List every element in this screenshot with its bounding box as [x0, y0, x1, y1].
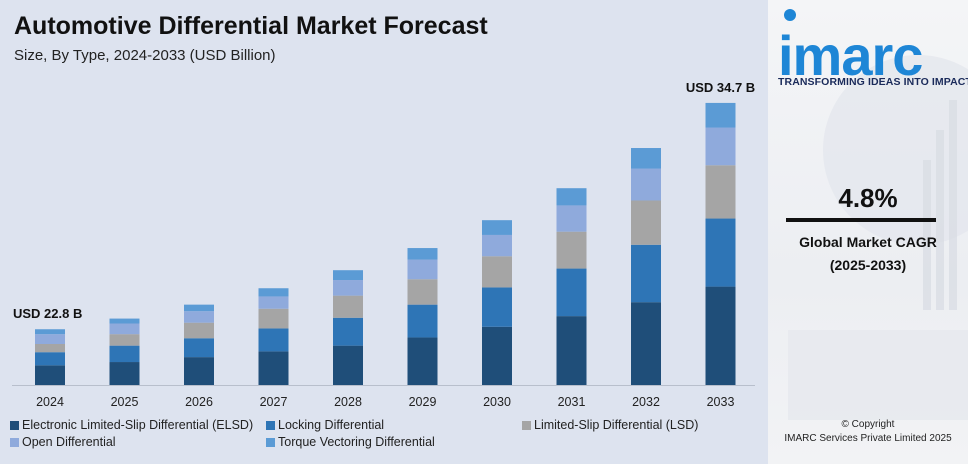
bar-segment — [35, 334, 65, 344]
bar-segment — [705, 102, 736, 128]
background-deco — [788, 55, 968, 420]
bar-segment — [482, 220, 512, 235]
bar-segment — [333, 345, 363, 385]
x-tick-label: 2025 — [111, 395, 139, 409]
logo-dot — [784, 9, 796, 21]
bar-segment — [482, 256, 512, 288]
imarc-logo: imarc — [778, 24, 923, 87]
chart-legend: Electronic Limited-Slip Differential (EL… — [10, 418, 760, 458]
cagr-label: Global Market CAGR — [799, 234, 937, 250]
cagr-value: 4.8% — [838, 183, 898, 213]
side-panel: imarc TRANSFORMING IDEAS INTO IMPACT 4.8… — [768, 0, 968, 464]
x-tick-label: 2030 — [483, 395, 511, 409]
bar-segment — [258, 296, 289, 309]
bar-segment — [258, 308, 289, 329]
legend-item: Electronic Limited-Slip Differential (EL… — [10, 418, 253, 432]
bar-segment — [556, 205, 587, 232]
bar-segment — [631, 148, 661, 169]
bar-segment — [333, 295, 363, 318]
bar-segment — [184, 304, 214, 312]
bar-segment — [556, 268, 587, 317]
x-tick-label: 2031 — [558, 395, 586, 409]
legend-swatch — [266, 420, 275, 430]
bar-segment — [333, 280, 363, 296]
x-tick-label: 2028 — [334, 395, 362, 409]
bar-segment — [705, 127, 736, 166]
x-tick-label: 2033 — [707, 395, 735, 409]
legend-label: Electronic Limited-Slip Differential (EL… — [22, 418, 254, 432]
total-annotation: USD 22.8 B — [13, 306, 82, 321]
bar-segment — [631, 168, 661, 201]
legend-swatch — [266, 437, 275, 447]
bar-segment — [184, 357, 214, 385]
bar-segment — [35, 329, 65, 335]
bar-segment — [258, 328, 289, 352]
bar-segment — [407, 304, 438, 338]
bar-segment — [556, 316, 587, 385]
stacked-bar-chart: 2024 2025 2026 2027 2028 2029 2030 2031 2032 2033… — [12, 80, 755, 409]
x-tick-label: 2024 — [36, 395, 64, 409]
legend-item: Locking Differential — [266, 418, 384, 432]
bar-segment — [482, 234, 512, 257]
bar-segment — [482, 326, 512, 385]
chart-panel: Automotive Differential Market Forecast … — [0, 0, 768, 464]
bar-segment — [482, 287, 512, 327]
bar-segment — [407, 279, 438, 305]
legend-swatch — [522, 420, 531, 430]
bar-segment — [556, 231, 587, 269]
x-tick-label: 2032 — [632, 395, 660, 409]
legend-swatch — [10, 420, 19, 430]
bar-segment — [705, 165, 736, 219]
legend-label: Locking Differential — [278, 418, 385, 432]
bar-segment — [556, 188, 587, 206]
company-name: IMARC Services Private Limited 2025 — [784, 433, 952, 444]
bar-segment — [333, 317, 363, 346]
legend-item: Torque Vectoring Differential — [266, 435, 435, 449]
bar-segment — [705, 286, 736, 385]
bar-segment — [109, 323, 140, 335]
chart-title: Automotive Differential Market Forecast — [14, 12, 488, 40]
legend-label: Open Differential — [22, 435, 116, 449]
bar-segment — [258, 288, 289, 297]
copyright-text: © Copyright — [841, 419, 895, 430]
bar-segment — [109, 362, 140, 385]
x-tick-label: 2027 — [260, 395, 288, 409]
bar-segment — [35, 352, 65, 366]
cagr-divider — [786, 218, 936, 222]
bar-segment — [631, 302, 661, 385]
chart-subtitle: Size, By Type, 2024-2033 (USD Billion) — [14, 47, 276, 64]
bar-segment — [35, 344, 65, 353]
bar-segment — [407, 259, 438, 280]
bar-segment — [407, 248, 438, 260]
bar-segment — [184, 311, 214, 323]
bar-segment — [35, 365, 65, 385]
x-tick-label: 2026 — [185, 395, 213, 409]
bar-segment — [333, 270, 363, 281]
bar-segment — [109, 334, 140, 346]
legend-label: Torque Vectoring Differential — [278, 435, 435, 449]
legend-item: Open Differential — [10, 435, 116, 449]
logo-tagline: TRANSFORMING IDEAS INTO IMPACT — [778, 76, 968, 88]
legend-swatch — [10, 437, 19, 447]
cagr-period: (2025-2033) — [829, 257, 907, 273]
bar-segment — [258, 351, 289, 385]
legend-item: Limited-Slip Differential (LSD) — [522, 418, 698, 432]
total-annotation: USD 34.7 B — [686, 80, 755, 95]
bar-segment — [109, 318, 140, 324]
bar-segment — [631, 200, 661, 245]
bar-segment — [705, 218, 736, 287]
bar-segment — [184, 338, 214, 358]
bar-segment — [407, 337, 438, 385]
bar-segment — [109, 345, 140, 363]
bar-segment — [631, 244, 661, 303]
x-tick-label: 2029 — [409, 395, 437, 409]
legend-label: Limited-Slip Differential (LSD) — [534, 418, 699, 432]
bar-segment — [184, 322, 214, 339]
